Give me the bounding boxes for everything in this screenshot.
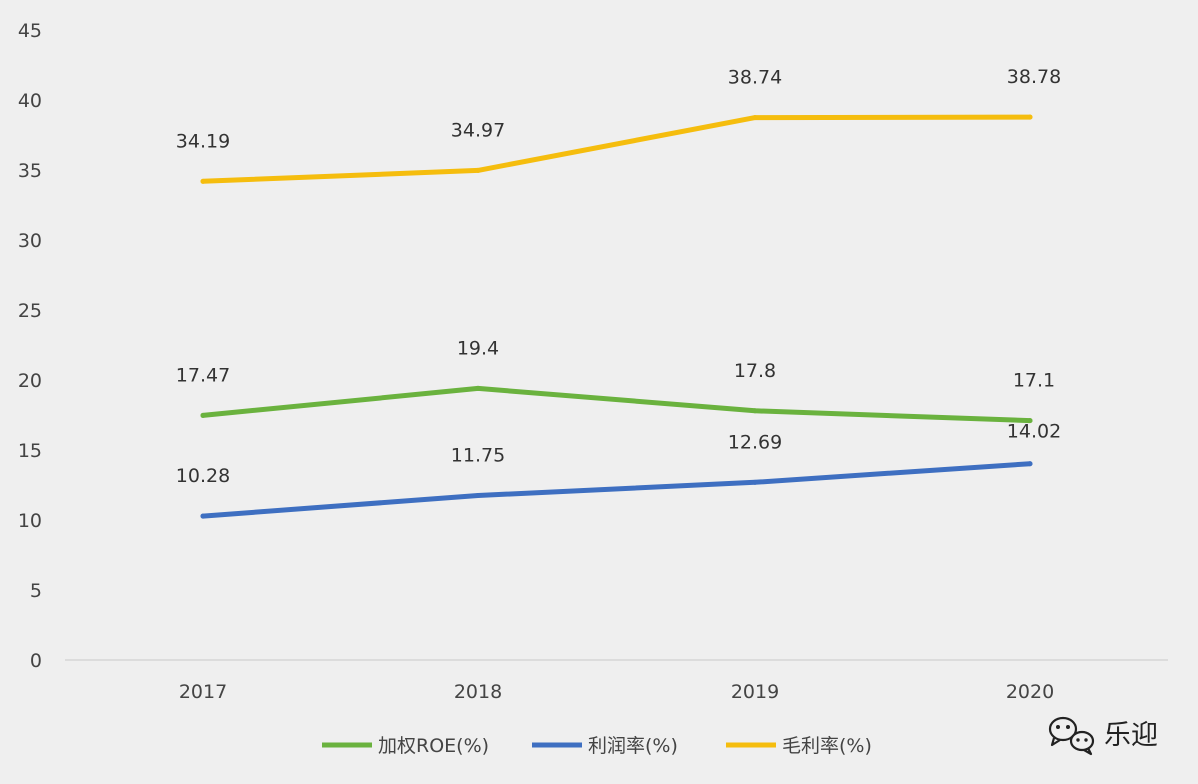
data-point [200,513,206,519]
y-tick-label: 30 [18,230,42,252]
y-tick-label: 5 [30,580,42,602]
data-point [752,408,758,414]
data-label: 17.8 [734,360,776,382]
watermark: 乐迎 [1048,716,1158,756]
y-tick-label: 40 [18,90,42,112]
series-line-1 [200,461,1033,519]
data-point [200,412,206,418]
y-tick-label: 15 [18,440,42,462]
x-tick-label: 2018 [454,681,502,703]
wechat-icon [1048,716,1095,756]
data-point [475,385,481,391]
data-labels: 17.47 19.4 17.8 17.1 10.28 11.75 12.69 14.02 34.… [176,66,1061,487]
data-label: 38.74 [728,67,782,89]
legend: 加权ROE(%) 利润率(%) 毛利率(%) [322,735,872,757]
data-point [752,115,758,121]
x-tick-label: 2017 [179,681,227,703]
legend-label: 利润率(%) [588,735,678,757]
series-group [200,114,1033,519]
data-label: 38.78 [1007,66,1061,88]
y-tick-label: 25 [18,300,42,322]
legend-label: 毛利率(%) [782,735,872,757]
data-label: 34.97 [451,119,505,141]
series-line-0 [200,385,1033,424]
data-label: 17.1 [1013,370,1055,392]
watermark-text: 乐迎 [1104,720,1158,751]
series-line-2 [200,114,1033,184]
data-point [475,493,481,498]
y-tick-label: 20 [18,370,42,392]
y-tick-label: 10 [18,510,42,532]
data-point [752,479,758,485]
x-axis: 2017 2018 2019 2020 [179,681,1054,703]
y-tick-label: 45 [18,20,42,42]
data-point [1027,461,1033,467]
data-point [200,178,206,184]
data-label: 34.19 [176,130,230,152]
data-label: 17.47 [176,364,230,386]
x-tick-label: 2019 [731,681,779,703]
data-label: 12.69 [728,431,782,453]
y-tick-label: 0 [30,650,42,672]
x-tick-label: 2020 [1006,681,1054,703]
y-tick-label: 35 [18,160,42,182]
data-point [1027,114,1033,120]
data-label: 10.28 [176,465,230,487]
data-label: 19.4 [457,337,499,359]
data-label: 14.02 [1007,421,1061,443]
legend-label: 加权ROE(%) [378,735,489,757]
data-point [1027,418,1033,424]
data-point [475,167,481,173]
data-label: 11.75 [451,445,505,467]
y-axis: 0 5 10 15 20 25 30 35 40 45 [18,20,42,672]
